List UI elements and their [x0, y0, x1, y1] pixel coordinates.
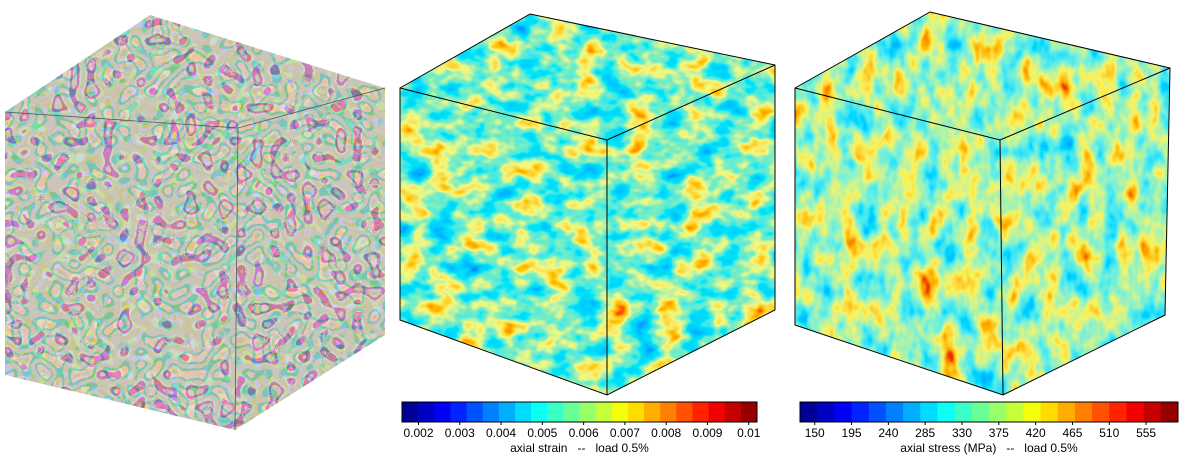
colorbar-band	[724, 402, 742, 422]
colorbar-band	[1023, 402, 1042, 422]
tick-label: 0.004	[486, 426, 516, 440]
colorbar-band	[1143, 402, 1162, 422]
colorbar-band	[885, 402, 904, 422]
colorbar-band	[1040, 402, 1059, 422]
colorbar-band	[989, 402, 1007, 422]
tick-label: 465	[1062, 426, 1082, 440]
colorbar-band	[531, 402, 548, 422]
colorbar-band	[851, 402, 870, 422]
colorbar-band	[1057, 402, 1076, 422]
colorbar-label: axial strain -- load 0.5%	[510, 441, 649, 455]
colorbar-band	[1126, 402, 1145, 422]
colorbar-band	[418, 402, 435, 422]
colorbar-band	[547, 402, 564, 422]
tick-label: 0.005	[527, 426, 557, 440]
tick-label: 555	[1136, 426, 1156, 440]
colorbar-band	[937, 402, 956, 422]
tick-label: 150	[805, 426, 825, 440]
tick-label: 0.003	[445, 426, 475, 440]
colorbar-band	[482, 402, 500, 422]
colorbar-band	[434, 402, 451, 422]
strain-cube	[399, 13, 776, 396]
colorbar-band	[402, 402, 419, 422]
tick-label: 0.007	[610, 426, 640, 440]
colorbar-band	[903, 402, 921, 422]
colorbar-band	[708, 402, 726, 422]
tick-label: 285	[915, 426, 935, 440]
tick-label: 420	[1026, 426, 1046, 440]
colorbar-band	[692, 402, 710, 422]
colorbar-band	[595, 402, 613, 422]
colorbar-band	[676, 402, 693, 422]
colorbar-band	[920, 402, 938, 422]
colorbar-band	[498, 402, 516, 422]
colorbar-band	[611, 402, 629, 422]
colorbar-label: axial stress (MPa) -- load 0.5%	[900, 441, 1078, 455]
tick-label: 375	[989, 426, 1009, 440]
colorbar-band	[868, 402, 887, 422]
colorbar-band	[971, 402, 990, 422]
colorbar-band	[800, 402, 818, 422]
tick-label: 240	[878, 426, 898, 440]
tick-label: 0.006	[569, 426, 599, 440]
stress-cube	[794, 11, 1171, 396]
colorbar-band	[514, 402, 532, 422]
tick-label: 0.009	[692, 426, 722, 440]
colorbar-band	[1092, 402, 1110, 422]
colorbar-band	[660, 402, 677, 422]
tick-label: 0.002	[403, 426, 433, 440]
colorbar-band	[817, 402, 835, 422]
tick-label: 0.008	[651, 426, 681, 440]
tick-label: 195	[842, 426, 862, 440]
colorbar-band	[1074, 402, 1093, 422]
colorbar-band	[627, 402, 645, 422]
colorbar-band	[834, 402, 853, 422]
colorbar-band	[1006, 402, 1024, 422]
tick-label: 0.01	[737, 426, 761, 440]
colorbar-frame	[401, 401, 758, 423]
colorbar-band	[563, 402, 580, 422]
grain-cube	[4, 15, 386, 431]
colorbar-band	[466, 402, 484, 422]
colorbar-band	[450, 402, 468, 422]
colorbar-frame	[799, 401, 1179, 423]
colorbar-band	[1160, 402, 1179, 422]
colorbar-band	[579, 402, 597, 422]
tick-label: 330	[952, 426, 972, 440]
tick-label: 510	[1099, 426, 1119, 440]
colorbar-band	[644, 402, 661, 422]
colorbar-band	[740, 402, 758, 422]
colorbar-band	[1109, 402, 1127, 422]
colorbar-band	[954, 402, 973, 422]
